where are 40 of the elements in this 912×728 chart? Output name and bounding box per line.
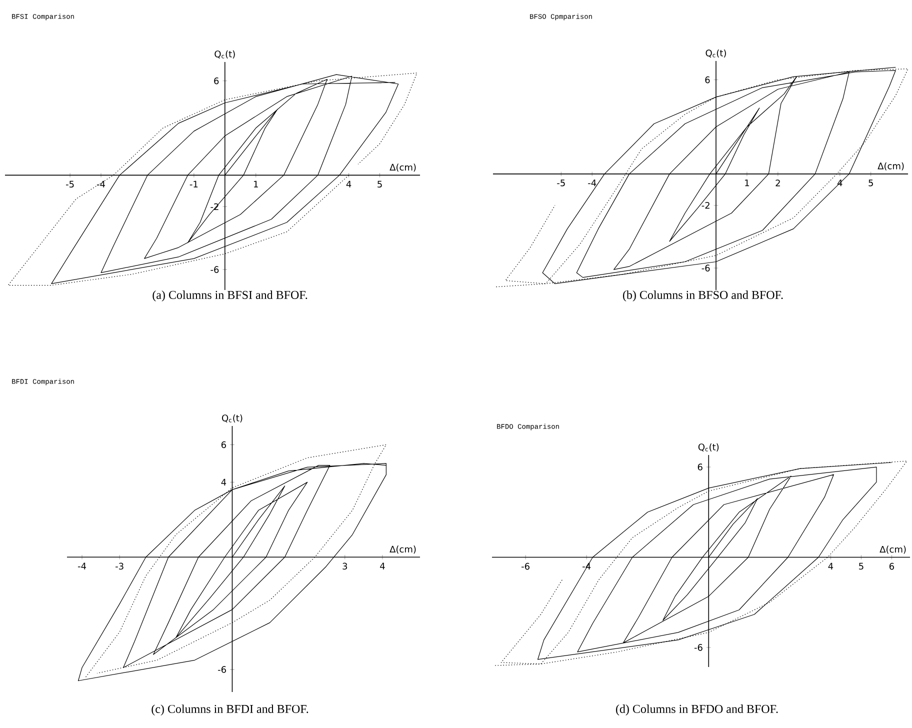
x-tick-label: -5: [66, 180, 74, 188]
x-axis-title: Δ(cm): [878, 162, 904, 170]
x-tick-label: 1: [254, 180, 258, 188]
y-tick-label: -2: [702, 202, 710, 209]
y-axis-title: Q$_{c}$(t): [222, 414, 242, 422]
y-tick-label: 6: [221, 441, 226, 448]
x-tick-label: 4: [380, 562, 385, 570]
text: (a) Columns in BFSI and BFOF.: [152, 290, 308, 302]
x-tick-label: 2: [776, 180, 780, 186]
x-axis-title: Δ(cm): [390, 164, 416, 172]
x-tick-label: -4: [588, 180, 596, 186]
x-tick-label: -6: [522, 562, 530, 570]
y-tick-label: -6: [210, 266, 219, 273]
text: (d) Columns in BFDO and BFOF.: [616, 704, 778, 716]
x-tick-label: 6: [889, 562, 894, 570]
y-tick-label: 6: [214, 77, 219, 84]
x-tick-label: 1: [745, 180, 749, 186]
x-tick-label: -3: [116, 562, 124, 570]
x-tick-label: 5: [868, 180, 873, 186]
x-tick-label: 3: [342, 562, 348, 570]
text: (b) Columns in BFSO and BFOF.: [623, 290, 783, 302]
y-tick-label: -6: [702, 264, 710, 272]
x-tick-label: -4: [78, 562, 86, 570]
x-tick-label: -4: [96, 180, 105, 188]
y-axis-title: Q$_{c}$(t): [214, 50, 235, 58]
x-axis-title: Δ(cm): [880, 546, 906, 554]
y-axis-title: Q$_{c}$(t): [706, 49, 726, 58]
y-axis-title: Q$_{c}$(t): [698, 443, 719, 452]
x-axis-title: Δ(cm): [390, 546, 416, 554]
y-tick-label: 6: [705, 76, 710, 84]
y-tick-label: 6: [698, 464, 702, 470]
x-tick-label: 5: [378, 180, 382, 188]
x-tick-label: 4: [346, 180, 352, 188]
x-tick-label: 4: [828, 562, 834, 570]
y-tick-label: 4: [221, 478, 226, 486]
x-tick-label: -1: [190, 180, 198, 188]
x-tick-label: 5: [859, 562, 864, 570]
y-tick-label: -6: [218, 666, 226, 673]
x-tick-label: -5: [557, 180, 565, 186]
text: (c) Columns in BFDI and BFOF.: [152, 704, 308, 716]
